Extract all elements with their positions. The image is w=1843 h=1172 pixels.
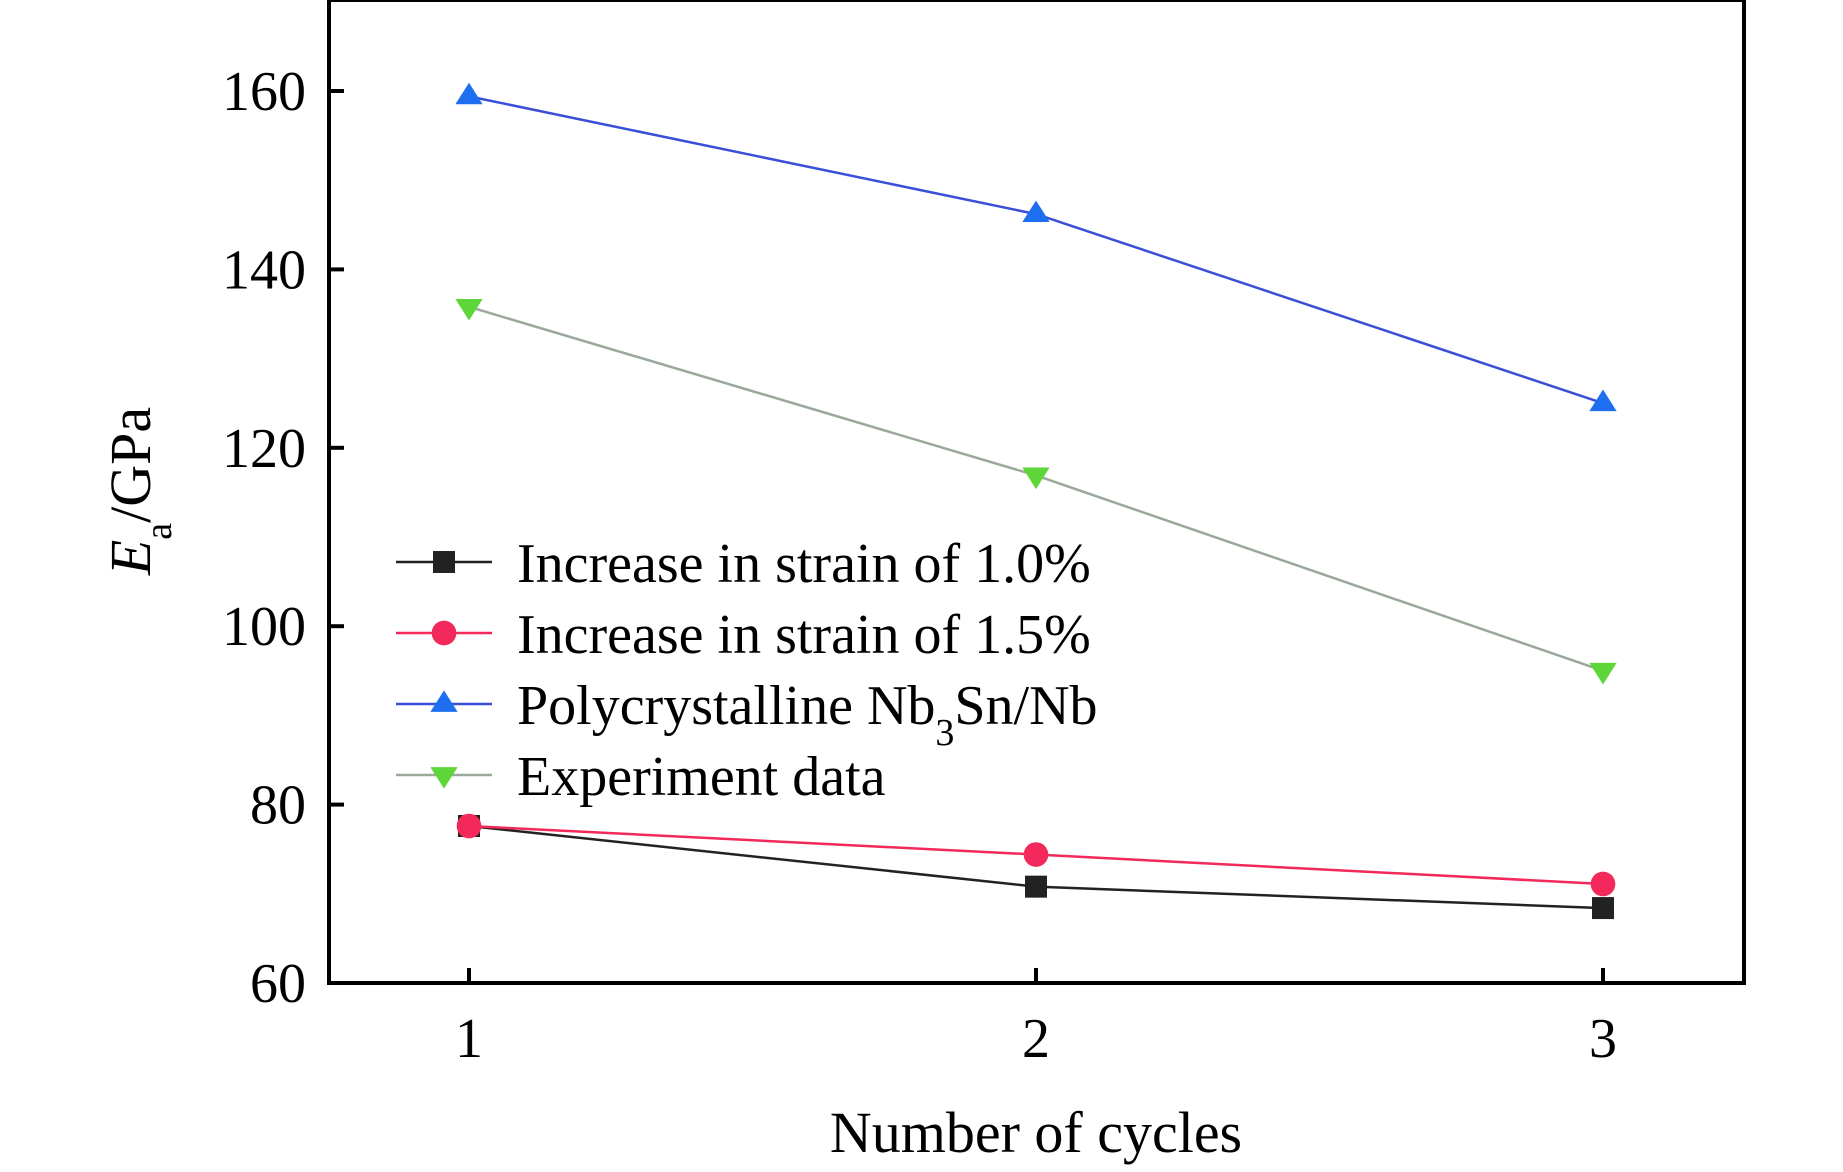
legend-marker [430,690,458,712]
legend: Increase in strain of 1.0% Increase in st… [396,533,1098,808]
y-axis-title: Ea/GPa [98,407,180,576]
legend-item: Experiment data [396,746,886,808]
y-tick-label: 100 [222,596,306,658]
data-point-marker [1022,467,1050,490]
data-point-marker [455,82,483,105]
y-tick-label: 60 [250,953,306,1015]
y-tick-label: 140 [222,239,306,301]
series-1 [458,815,1614,920]
legend-label: Polycrystalline Nb3Sn/Nb [517,675,1098,754]
legend-marker [433,551,455,573]
x-axis-title: Number of cycles [830,1100,1242,1165]
legend-marker [431,620,457,646]
y-tick-label: 160 [222,61,306,123]
legend-label: Experiment data [517,746,886,808]
series-4 [455,298,1617,685]
legend-label: Increase in strain of 1.0% [517,533,1091,595]
data-point-marker [1590,871,1616,897]
legend-item: Increase in strain of 1.0% [396,533,1091,595]
data-series-layer [455,82,1617,920]
x-axis-ticks: 1 2 3 [455,968,1617,1070]
legend-marker [430,767,458,789]
legend-item: Polycrystalline Nb3Sn/Nb [396,675,1098,754]
y-tick-label: 120 [222,418,306,480]
data-point-marker [1023,842,1049,867]
x-tick-label: 2 [1022,1008,1050,1070]
data-point-marker [1592,897,1614,920]
data-point-marker [455,298,483,321]
legend-label: Increase in strain of 1.5% [517,604,1091,666]
y-tick-label: 80 [250,775,306,837]
y-axis-ticks: 60 80 100 120 140 160 [222,61,344,1015]
data-point-marker [1589,662,1617,685]
legend-item: Increase in strain of 1.5% [396,604,1091,666]
data-point-marker [1022,200,1050,223]
data-point-marker [1025,875,1047,898]
data-point-marker [456,813,482,839]
series-3 [455,82,1617,412]
x-tick-label: 3 [1589,1008,1617,1070]
x-tick-label: 1 [455,1008,483,1070]
data-point-marker [1589,389,1617,412]
plot-frame [327,0,1746,985]
series-2 [456,813,1616,897]
